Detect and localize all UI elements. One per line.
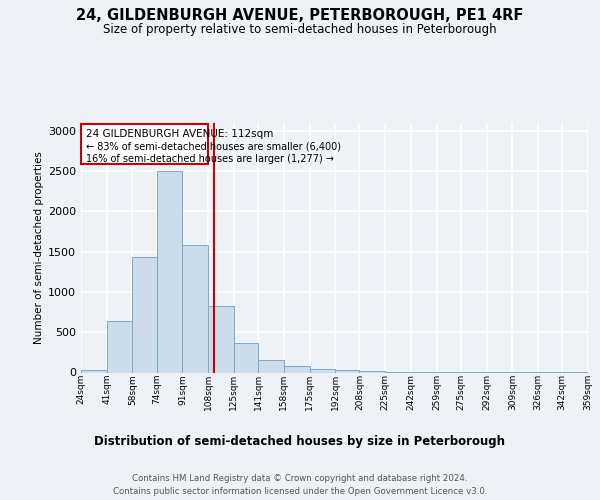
Text: ← 83% of semi-detached houses are smaller (6,400): ← 83% of semi-detached houses are smalle… — [86, 142, 341, 152]
Text: 24, GILDENBURGH AVENUE, PETERBOROUGH, PE1 4RF: 24, GILDENBURGH AVENUE, PETERBOROUGH, PE… — [76, 8, 524, 22]
Text: 24 GILDENBURGH AVENUE: 112sqm: 24 GILDENBURGH AVENUE: 112sqm — [86, 129, 273, 139]
Y-axis label: Number of semi-detached properties: Number of semi-detached properties — [34, 151, 44, 344]
Bar — [208, 306, 234, 372]
Bar — [107, 321, 133, 372]
Bar — [157, 171, 182, 372]
Text: Contains HM Land Registry data © Crown copyright and database right 2024.: Contains HM Land Registry data © Crown c… — [132, 474, 468, 483]
Bar — [258, 360, 284, 372]
Text: Size of property relative to semi-detached houses in Peterborough: Size of property relative to semi-detach… — [103, 22, 497, 36]
Bar — [133, 257, 157, 372]
Bar — [182, 245, 208, 372]
Bar — [335, 370, 359, 372]
Text: Distribution of semi-detached houses by size in Peterborough: Distribution of semi-detached houses by … — [95, 435, 505, 448]
Bar — [81, 370, 107, 372]
Bar — [359, 371, 385, 372]
Bar — [310, 369, 335, 372]
Bar — [284, 366, 310, 372]
Text: 16% of semi-detached houses are larger (1,277) →: 16% of semi-detached houses are larger (… — [86, 154, 334, 164]
Bar — [234, 344, 258, 372]
Text: Contains public sector information licensed under the Open Government Licence v3: Contains public sector information licen… — [113, 486, 487, 496]
